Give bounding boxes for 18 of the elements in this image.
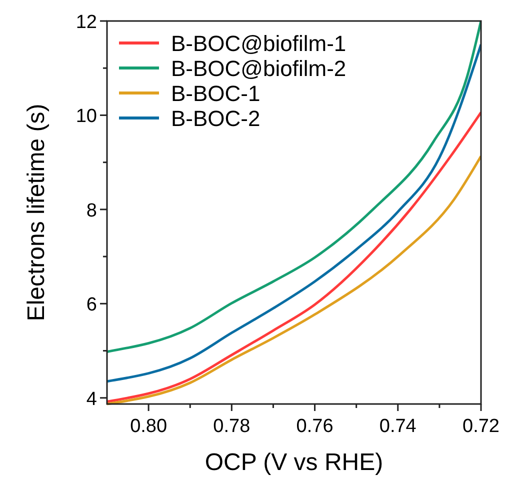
y-tick-label: 12	[76, 12, 97, 33]
legend-label: B-BOC@biofilm-1	[171, 31, 346, 56]
x-axis-title: OCP (V vs RHE)	[204, 449, 384, 476]
y-axis-title: Electrons lifetime (s)	[23, 104, 50, 322]
legend-label: B-BOC-1	[171, 81, 260, 106]
line-series	[107, 154, 481, 406]
y-tick-label: 10	[76, 106, 97, 128]
x-tick-label: 0.78	[213, 416, 250, 437]
line-series	[107, 111, 481, 403]
y-tick-label: 8	[86, 200, 97, 222]
x-tick-label: 0.76	[296, 416, 334, 437]
y-tick-label: 6	[86, 294, 97, 316]
x-tick-label: 0.72	[462, 416, 500, 437]
y-tick-label: 4	[86, 388, 98, 410]
legend-label: B-BOC-2	[171, 106, 260, 131]
x-tick-label: 0.80	[130, 416, 168, 437]
legend-label: B-BOC@biofilm-2	[171, 56, 346, 81]
x-tick-label: 0.74	[379, 416, 417, 437]
